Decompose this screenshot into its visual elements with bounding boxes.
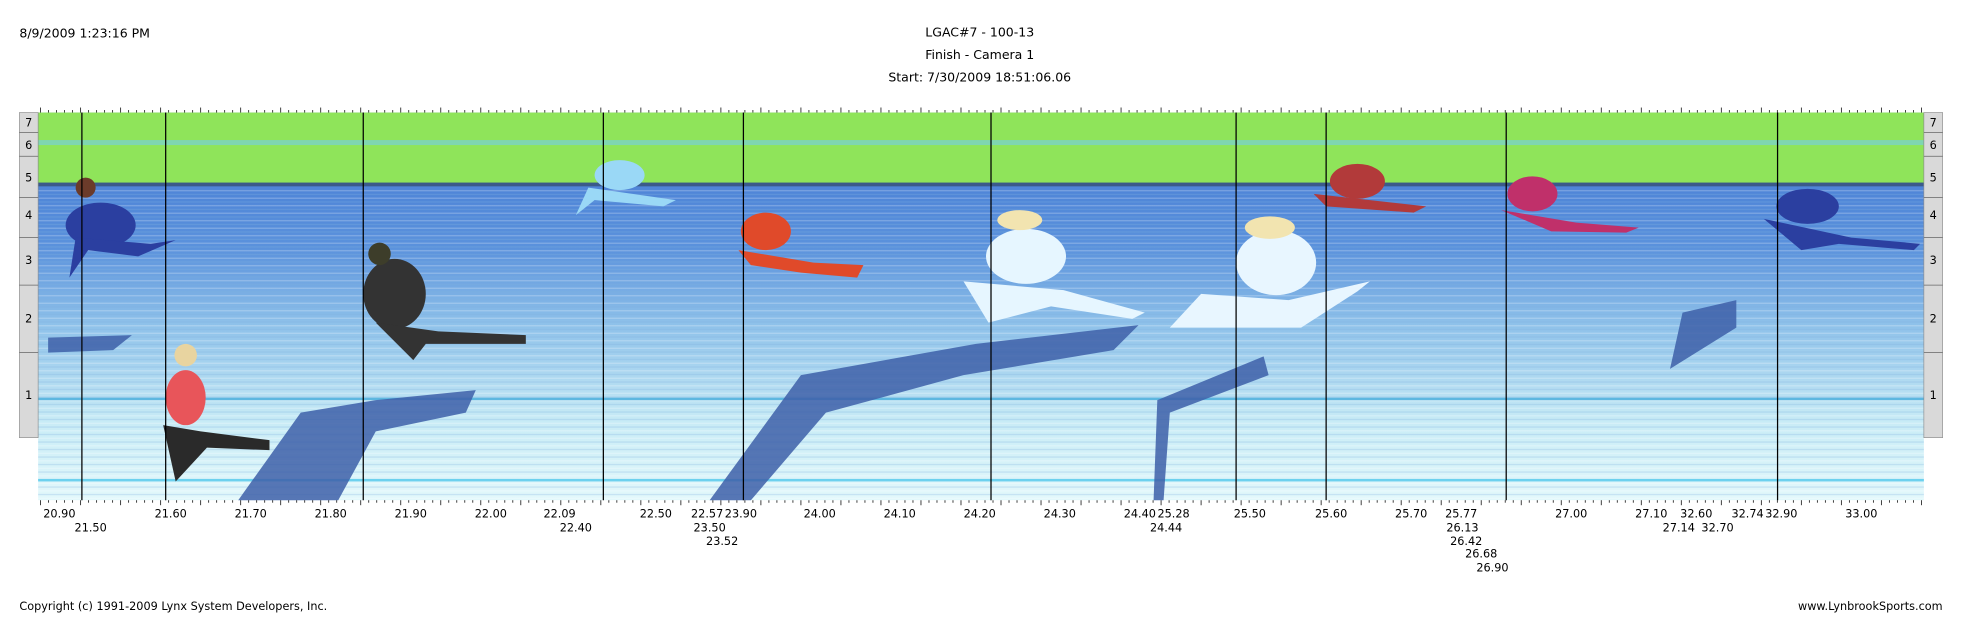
- time-label: 23.90: [725, 508, 757, 521]
- lane-label: 2: [1930, 313, 1937, 326]
- time-label: 23.50: [694, 521, 726, 534]
- time-label: 22.09: [543, 508, 575, 521]
- time-label: 21.50: [75, 521, 107, 534]
- lane-label: 3: [25, 254, 32, 267]
- timestamp: 8/9/2009 1:23:16 PM: [19, 26, 150, 41]
- website: www.LynbrookSports.com: [1798, 600, 1943, 613]
- lane-label: 5: [1930, 171, 1937, 184]
- time-label: 25.28: [1157, 508, 1189, 521]
- time-label: 27.00: [1555, 508, 1587, 521]
- time-label: 32.74: [1731, 508, 1763, 521]
- time-label: 24.44: [1150, 521, 1182, 534]
- time-label: 25.77: [1445, 508, 1477, 521]
- time-label: 20.90: [43, 508, 75, 521]
- time-label: 22.00: [475, 508, 507, 521]
- time-label: 24.40: [1124, 508, 1156, 521]
- lane-label: 2: [25, 313, 32, 326]
- lane-label: 7: [1930, 116, 1937, 129]
- start-time: Start: 7/30/2009 18:51:06.06: [888, 69, 1071, 84]
- time-label: 26.13: [1446, 521, 1478, 534]
- time-label: 26.42: [1450, 535, 1482, 548]
- lane-label: 4: [1930, 209, 1937, 222]
- subtitle: Finish - Camera 1: [925, 47, 1034, 62]
- time-label: 27.10: [1635, 508, 1667, 521]
- lane-label: 6: [25, 139, 32, 152]
- lane-scale: 7 7 6 6 5 5 4 4 3 3 2 2 1 1: [19, 112, 1943, 438]
- lane-label: 1: [25, 389, 32, 402]
- time-label: 26.90: [1476, 561, 1508, 574]
- time-label: 32.60: [1680, 508, 1712, 521]
- time-label: 24.20: [964, 508, 996, 521]
- time-label: 21.90: [395, 508, 427, 521]
- time-label: 25.60: [1315, 508, 1347, 521]
- time-label: 22.50: [640, 508, 672, 521]
- time-label: 32.70: [1701, 521, 1733, 534]
- copyright: Copyright (c) 1991-2009 Lynx System Deve…: [19, 600, 327, 613]
- time-label: 24.00: [804, 508, 836, 521]
- time-label: 26.68: [1465, 548, 1497, 561]
- lane-label: 5: [25, 171, 32, 184]
- lane-label: 3: [1930, 254, 1937, 267]
- image: [38, 112, 1924, 501]
- time-label: 33.00: [1845, 508, 1877, 521]
- lane-label: 4: [25, 209, 32, 222]
- lane-label: 7: [25, 116, 32, 129]
- time-label: 21.60: [155, 508, 187, 521]
- title: LGAC#7 - 100-13: [925, 24, 1034, 39]
- time-label: 23.52: [706, 535, 738, 548]
- time-label: 24.10: [884, 508, 916, 521]
- runners: [65, 160, 1921, 482]
- time-label: 24.30: [1044, 508, 1076, 521]
- time-label: 22.57: [691, 508, 723, 521]
- time-label: 27.14: [1663, 521, 1695, 534]
- time-label: 32.90: [1765, 508, 1797, 521]
- time-label: 25.70: [1395, 508, 1427, 521]
- time-label: 21.80: [315, 508, 347, 521]
- time-label: 25.50: [1234, 508, 1266, 521]
- time-label: 22.40: [560, 521, 592, 534]
- lane-label: 1: [1930, 389, 1937, 402]
- lane-label: 6: [1930, 139, 1937, 152]
- time-label: 21.70: [235, 508, 267, 521]
